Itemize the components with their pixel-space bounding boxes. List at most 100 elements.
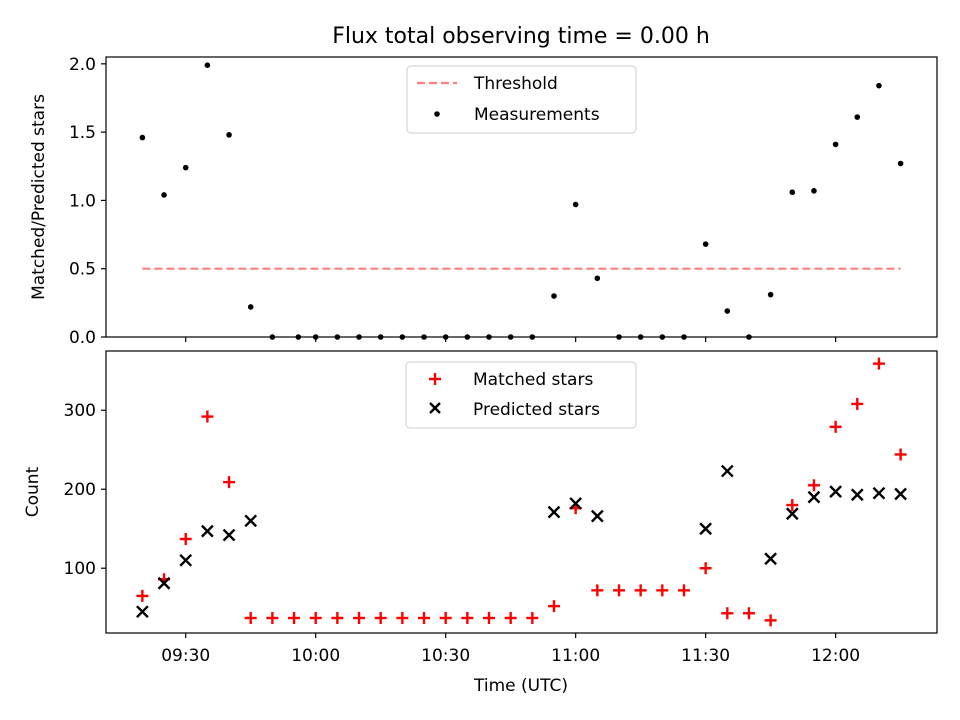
x-axis-label: Time (UTC) bbox=[473, 676, 568, 696]
measurement-point bbox=[876, 82, 882, 89]
measurement-point bbox=[767, 291, 774, 298]
matched-star-point bbox=[374, 611, 387, 624]
count-legend-box bbox=[405, 361, 637, 429]
measurement-point bbox=[204, 62, 211, 68]
measurement-point bbox=[746, 334, 752, 340]
predicted-star-point bbox=[179, 553, 193, 567]
measurement-point bbox=[702, 241, 709, 247]
legend-measurements-label: Measurements bbox=[474, 105, 600, 125]
predicted-star-point bbox=[785, 507, 799, 521]
predicted-star-point bbox=[157, 576, 171, 590]
matched-star-point bbox=[353, 611, 366, 624]
measurement-point bbox=[811, 188, 817, 194]
predicted-star-point bbox=[720, 464, 734, 478]
ratio-y-axis-label: Matched/Predicted stars bbox=[29, 94, 49, 300]
measurement-point bbox=[724, 308, 731, 314]
matched-star-point bbox=[612, 584, 625, 597]
count-y-tick-label: 200 bbox=[64, 480, 96, 500]
matched-star-point bbox=[418, 611, 431, 624]
legend-predicted-label: Predicted stars bbox=[473, 400, 600, 420]
matched-star-point bbox=[851, 397, 864, 410]
measurement-point bbox=[442, 334, 449, 340]
count-y-axis: 100 200 300 bbox=[64, 401, 106, 579]
matched-star-point bbox=[504, 611, 517, 624]
ratio-y-tick-label: 1.5 bbox=[69, 123, 96, 143]
measurement-point bbox=[161, 192, 167, 198]
ratio-panel-frame bbox=[105, 56, 938, 338]
matched-star-point bbox=[439, 611, 452, 624]
predicted-star-point bbox=[872, 486, 886, 500]
predicted-star-point bbox=[894, 487, 907, 501]
count-y-tick-label: 300 bbox=[64, 401, 96, 421]
matched-star-point bbox=[526, 611, 539, 624]
measurement-point bbox=[616, 334, 622, 340]
measurement-point bbox=[897, 160, 904, 167]
predicted-star-point bbox=[590, 509, 604, 523]
ratio-legend: Threshold Measurements bbox=[406, 65, 637, 134]
matched-star-point bbox=[331, 611, 344, 624]
measurement-point bbox=[681, 334, 687, 340]
matched-star-point bbox=[699, 562, 712, 575]
matched-star-point bbox=[266, 611, 279, 624]
measurement-point bbox=[832, 141, 839, 148]
legend-measurements-swatch bbox=[434, 111, 440, 117]
measurement-point bbox=[637, 334, 644, 340]
measurement-point bbox=[295, 334, 302, 340]
time-x-tick-label: 09:30 bbox=[161, 646, 210, 666]
matched-star-point bbox=[591, 584, 604, 597]
matched-star-point bbox=[288, 611, 301, 624]
legend-matched-swatch bbox=[429, 373, 441, 385]
time-x-tick-label: 10:00 bbox=[291, 646, 340, 666]
time-x-axis: 09:30 10:00 10:30 11:00 11:30 12:00 bbox=[161, 633, 860, 666]
matched-star-point bbox=[894, 448, 907, 461]
time-x-tick-label: 12:00 bbox=[811, 646, 860, 666]
measurement-point bbox=[594, 275, 601, 282]
measurement-point bbox=[247, 304, 254, 310]
measurement-point bbox=[377, 334, 384, 340]
measurement-point bbox=[659, 334, 666, 340]
measurement-point bbox=[182, 164, 189, 171]
measurement-point bbox=[139, 134, 146, 141]
time-x-tick-label: 10:30 bbox=[421, 646, 470, 666]
matched-star-point bbox=[244, 611, 257, 624]
measurement-point bbox=[572, 201, 579, 208]
ratio-panel: 0.00.51.01.52.0 Matched/Predicted stars … bbox=[29, 55, 938, 348]
matched-star-point bbox=[742, 607, 755, 620]
predicted-star-point bbox=[807, 490, 821, 504]
predicted-star-point bbox=[829, 485, 842, 498]
chart-title: Flux total observing time = 0.00 h bbox=[332, 24, 710, 49]
count-panel: 100 200 300 09:30 10:00 10:30 11:00 11:30 12:00… bbox=[23, 350, 938, 696]
measurement-point bbox=[226, 132, 232, 138]
matched-star-point bbox=[634, 584, 647, 597]
count-legend: Matched stars Predicted stars bbox=[405, 361, 637, 429]
matched-star-point bbox=[201, 410, 214, 423]
matched-star-point bbox=[656, 584, 669, 597]
measurement-point bbox=[507, 334, 514, 340]
ratio-legend-box bbox=[406, 65, 637, 134]
matched-star-point bbox=[829, 420, 842, 433]
matched-star-point bbox=[461, 611, 474, 624]
matched-star-point bbox=[547, 600, 560, 613]
measurement-point bbox=[464, 334, 471, 340]
predicted-star-point bbox=[850, 488, 864, 502]
measurement-point bbox=[399, 334, 406, 340]
measurement-point bbox=[312, 334, 319, 340]
legend-threshold-label: Threshold bbox=[473, 74, 558, 94]
measurement-point bbox=[854, 114, 861, 120]
measurement-point bbox=[356, 334, 362, 340]
matched-star-point bbox=[179, 533, 192, 545]
ratio-y-tick-label: 0.5 bbox=[69, 260, 96, 280]
matched-star-point bbox=[483, 611, 496, 624]
predicted-star-point bbox=[699, 522, 712, 536]
time-x-tick-label: 11:30 bbox=[681, 646, 730, 666]
measurement-point bbox=[529, 334, 536, 340]
measurement-point bbox=[789, 189, 796, 196]
count-panel-frame bbox=[105, 350, 938, 634]
ratio-y-axis: 0.0 0.5 1.0 1.5 2.0 bbox=[69, 55, 106, 348]
matched-star-point bbox=[721, 607, 734, 620]
measurement-point bbox=[551, 293, 557, 299]
legend-predicted-swatch bbox=[429, 402, 441, 414]
measurements-series bbox=[139, 62, 904, 340]
measurement-point bbox=[486, 334, 492, 340]
